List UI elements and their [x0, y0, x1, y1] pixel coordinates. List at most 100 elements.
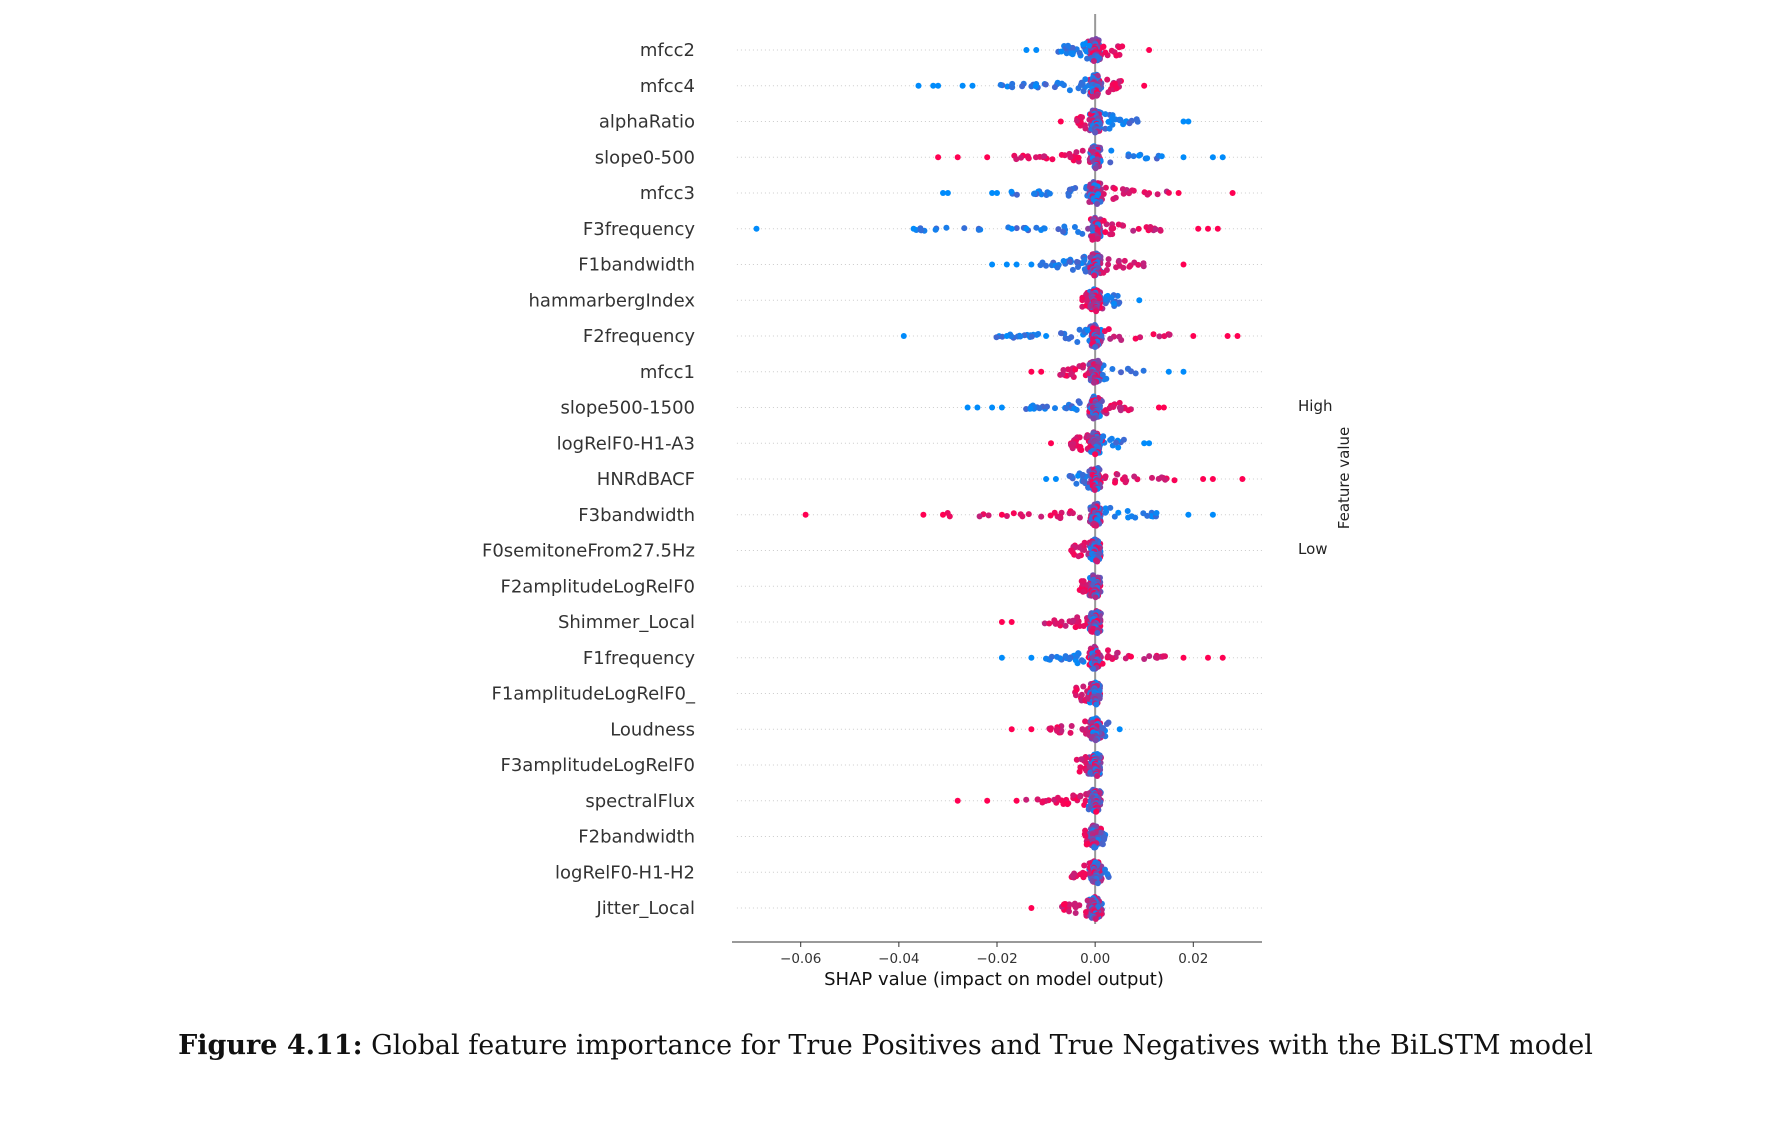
shap-dot — [998, 654, 1005, 661]
shap-dot — [954, 154, 961, 161]
shap-dot — [1144, 155, 1151, 162]
shap-dot — [1089, 93, 1096, 100]
shap-dot — [1102, 407, 1109, 414]
shap-dot — [1130, 153, 1137, 160]
shap-dot — [1080, 623, 1087, 629]
shap-dot — [1205, 654, 1211, 661]
feature-gridlines — [736, 49, 1262, 909]
shap-dot — [1126, 190, 1132, 197]
feature-row-dots — [998, 643, 1226, 672]
shap-dot — [1100, 43, 1107, 50]
shap-dot — [1097, 829, 1104, 836]
shap-dot — [1112, 194, 1119, 201]
feature-label: F0semitoneFrom27.5Hz — [482, 541, 695, 562]
shap-dot — [1135, 225, 1142, 232]
shap-dot — [1023, 225, 1030, 232]
feature-label: logRelF0-H1-A3 — [557, 433, 695, 454]
shap-dot — [1017, 511, 1024, 518]
shap-dot — [1116, 257, 1122, 264]
shap-dot — [1083, 291, 1090, 298]
shap-dot — [961, 225, 968, 232]
feature-label: mfcc2 — [640, 40, 695, 61]
shap-dot — [1180, 261, 1187, 268]
shap-dot — [1071, 224, 1078, 230]
shap-dot — [1094, 201, 1101, 207]
feature-row-dots — [935, 143, 1226, 172]
shap-dot — [1132, 335, 1139, 342]
shap-dot — [1023, 796, 1030, 803]
shap-dot — [1102, 296, 1109, 303]
shap-dot — [1057, 118, 1064, 125]
shap-dot — [1075, 264, 1081, 270]
shap-dot — [1074, 660, 1081, 667]
shap-dot — [1219, 154, 1226, 161]
feature-label: mfcc4 — [640, 76, 695, 97]
shap-dot — [1155, 404, 1162, 411]
feature-label: spectralFlux — [585, 791, 695, 812]
shap-dot — [1107, 335, 1114, 342]
shap-dot — [1121, 474, 1128, 481]
shap-dot — [1076, 400, 1083, 406]
shap-dot — [1118, 369, 1124, 376]
shap-dot — [1043, 262, 1049, 269]
feature-label: F3bandwidth — [578, 505, 695, 526]
shap-summary-plot: mfcc2 mfcc4 alphaRatio slope0-500 mfcc3 F3fre… — [482, 14, 1353, 990]
feature-row-dots — [915, 71, 1148, 100]
shap-dot — [944, 510, 951, 516]
shap-dot — [943, 224, 950, 231]
shap-dot — [1036, 405, 1043, 412]
shap-dot — [1008, 333, 1015, 340]
shap-dot — [1008, 726, 1015, 733]
shap-dot — [1051, 84, 1058, 91]
shap-dot — [1092, 344, 1099, 350]
shap-dot — [1065, 335, 1072, 342]
colorbar-high-label: High — [1298, 397, 1332, 415]
shap-dot — [1140, 367, 1147, 374]
shap-dot — [1010, 510, 1017, 517]
shap-dot — [1065, 366, 1072, 373]
feature-label: slope500-1500 — [560, 398, 695, 419]
feature-row-dots — [964, 393, 1167, 422]
shap-dot — [984, 797, 991, 804]
x-tick-label: −0.02 — [976, 951, 1017, 967]
shap-dot — [1060, 258, 1067, 264]
shap-dot — [1066, 901, 1073, 908]
shap-dot — [1156, 333, 1163, 340]
feature-row-dots — [1028, 357, 1187, 386]
shap-dot — [1160, 404, 1167, 411]
shap-dot — [1140, 260, 1147, 267]
shap-dot — [999, 333, 1006, 340]
shap-dot — [1105, 652, 1112, 659]
shap-dot — [1092, 129, 1099, 136]
shap-dots — [753, 36, 1246, 922]
shap-dot — [1066, 186, 1073, 193]
shap-dot — [1224, 333, 1231, 339]
feature-row-dots — [1068, 536, 1104, 565]
shap-dot — [1071, 405, 1078, 412]
shap-dot — [1081, 870, 1088, 877]
shap-dot — [1052, 405, 1058, 412]
shap-dot — [975, 226, 982, 233]
shap-dot — [1094, 235, 1101, 242]
shap-dot — [930, 82, 937, 89]
shap-dot — [1070, 901, 1077, 908]
shap-dot — [1094, 773, 1101, 779]
shap-dot — [932, 226, 939, 233]
shap-dot — [1140, 510, 1147, 517]
shap-dot — [1214, 225, 1221, 232]
shap-dot — [1141, 440, 1148, 447]
shap-dot — [1200, 476, 1207, 482]
shap-dot — [1116, 399, 1123, 406]
shap-dot — [1068, 547, 1075, 554]
shap-dot — [1113, 439, 1120, 446]
shap-dot — [1107, 231, 1114, 238]
shap-dot — [1102, 125, 1109, 132]
shap-dot — [984, 154, 991, 161]
shap-dot — [1101, 834, 1108, 841]
shap-dot — [1081, 862, 1088, 869]
shap-dot — [1028, 905, 1035, 911]
shap-dot — [1013, 797, 1020, 804]
shap-dot — [1185, 118, 1192, 125]
shap-dot — [1091, 844, 1098, 851]
shap-dot — [1149, 474, 1155, 481]
